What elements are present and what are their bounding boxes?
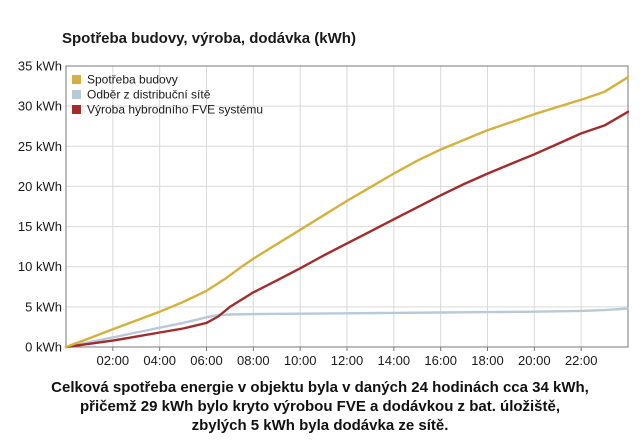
x-tick-label: 10:00 (284, 353, 317, 368)
x-tick-label: 18:00 (471, 353, 504, 368)
x-tick-label: 04:00 (143, 353, 176, 368)
x-tick-label: 08:00 (237, 353, 270, 368)
x-axis: 02:00 04:00 06:00 08:00 10:00 12:00 14:00 16:00… (97, 347, 598, 368)
legend-label: Spotřeba budovy (87, 73, 178, 87)
legend-swatch (72, 75, 81, 84)
y-tick-label: 0 kWh (25, 340, 62, 355)
y-tick-label: 30 kWh (18, 99, 62, 114)
caption-line: přičemž 29 kWh bylo kryto výrobou FVE a … (79, 398, 561, 415)
y-tick-label: 15 kWh (18, 219, 62, 234)
series-line-0 (64, 75, 630, 349)
y-tick-label: 5 kWh (25, 299, 62, 314)
y-tick-label: 10 kWh (18, 259, 62, 274)
series-line-2 (64, 110, 630, 349)
series-line-1 (64, 307, 630, 349)
series (64, 75, 630, 349)
grid (66, 65, 628, 348)
caption-line: Celková spotřeba energie v objektu byla … (51, 379, 589, 396)
legend-swatch (72, 90, 81, 99)
x-tick-label: 06:00 (190, 353, 223, 368)
chart-title: Spotřeba budovy, výroba, dodávka (kWh) (62, 30, 356, 47)
x-tick-label: 12:00 (331, 353, 364, 368)
legend-label: Odběr z distribuční sítě (87, 88, 211, 102)
y-axis: 0 kWh 5 kWh 10 kWh 15 kWh 20 kWh 25 kWh 30 kWh… (18, 59, 62, 355)
x-tick-label: 14:00 (378, 353, 411, 368)
caption: Celková spotřeba energie v objektu byla … (0, 378, 640, 435)
y-tick-label: 25 kWh (18, 139, 62, 154)
x-tick-label: 16:00 (424, 353, 457, 368)
legend-label: Výroba hybrodního FVE systému (87, 103, 263, 117)
x-tick-label: 02:00 (97, 353, 130, 368)
x-tick-label: 20:00 (518, 353, 551, 368)
caption-line: zbylých 5 kWh byla dodávka ze sítě. (191, 417, 449, 434)
y-tick-label: 35 kWh (18, 59, 62, 74)
y-tick-label: 20 kWh (18, 179, 62, 194)
x-tick-label: 22:00 (565, 353, 598, 368)
legend-swatch (72, 105, 81, 114)
